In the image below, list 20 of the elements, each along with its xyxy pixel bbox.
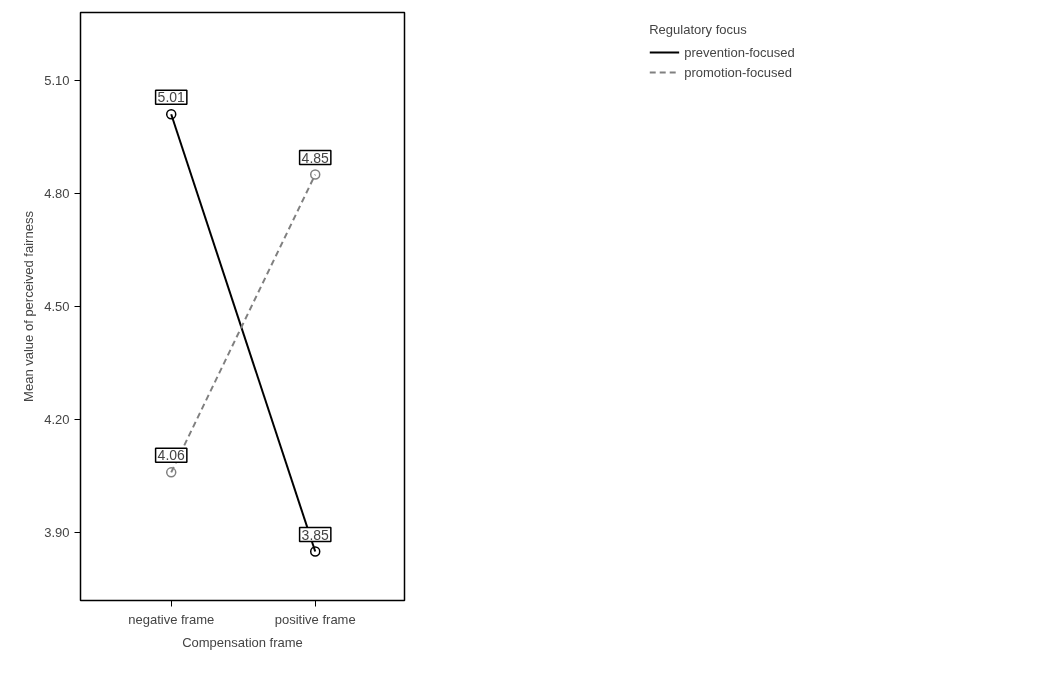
y-tick-label: 3.90 bbox=[44, 525, 70, 541]
point bbox=[165, 467, 177, 478]
legend-title: Regulatory focus bbox=[649, 22, 748, 37]
data-label: 4.85 bbox=[301, 149, 330, 166]
point bbox=[309, 169, 321, 180]
data-label: 4.06 bbox=[157, 447, 186, 464]
x-tick-label: positive frame bbox=[274, 611, 356, 627]
y-tick-label: 5.10 bbox=[44, 72, 70, 88]
legend-label: prevention-focused bbox=[684, 44, 795, 60]
y-tick-label: 4.80 bbox=[44, 185, 70, 201]
data-label: 3.85 bbox=[301, 526, 330, 543]
x-tick-label: negative frame bbox=[128, 611, 215, 627]
point bbox=[165, 109, 177, 120]
y-axis-title: Mean value of perceived fairness bbox=[21, 210, 37, 402]
y-tick-label: 4.50 bbox=[44, 299, 70, 314]
x-axis-title: Compensation frame bbox=[182, 634, 303, 650]
data-label: 5.01 bbox=[157, 89, 186, 106]
legend-label: promotion-focused bbox=[684, 64, 792, 80]
y-tick-label: 4.20 bbox=[44, 412, 70, 428]
point bbox=[309, 546, 321, 557]
